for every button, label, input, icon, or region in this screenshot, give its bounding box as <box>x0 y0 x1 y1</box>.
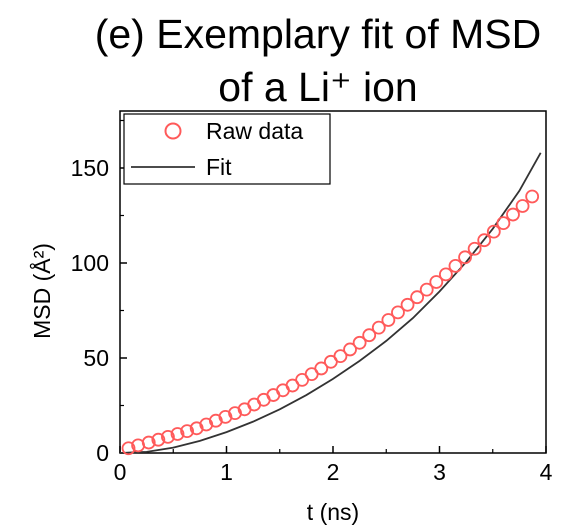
legend-label-fit: Fit <box>206 154 232 180</box>
raw-data-point <box>525 189 540 204</box>
axis-ticks: 0 1 2 3 4 0 50 100 150 <box>71 119 553 485</box>
raw-data-point <box>151 432 166 447</box>
y-tick-label: 100 <box>71 250 109 276</box>
chart-title-line-1: (e) Exemplary fit of MSD <box>95 11 542 57</box>
raw-data-point <box>343 342 357 357</box>
raw-data-point <box>486 224 501 239</box>
x-tick-label: 0 <box>114 459 127 485</box>
raw-data-point <box>333 349 348 364</box>
y-tick-label: 150 <box>71 155 109 181</box>
raw-data-point <box>381 313 396 327</box>
raw-data-point <box>477 233 492 248</box>
legend-box <box>123 113 331 185</box>
raw-data-point <box>121 441 136 456</box>
raw-data-point <box>161 429 175 444</box>
raw-data-point <box>314 361 329 376</box>
y-axis-title: MSD (Å²) <box>28 243 55 339</box>
y-tick-label: 0 <box>96 440 109 466</box>
raw-data-point <box>429 275 444 289</box>
raw-data-point <box>458 250 472 265</box>
raw-data-point <box>410 290 425 305</box>
raw-data-point <box>467 241 482 256</box>
legend-label-raw-data: Raw data <box>206 118 303 144</box>
x-axis-title: t (ns) <box>307 499 359 525</box>
raw-data-point <box>448 258 463 273</box>
raw-data-point <box>352 335 367 350</box>
legend: Raw data Fit <box>123 113 331 185</box>
y-tick-label: 50 <box>83 345 109 371</box>
x-tick-label: 2 <box>327 459 340 485</box>
raw-data-point <box>506 207 520 222</box>
raw-data-point <box>438 267 453 282</box>
raw-data-point <box>515 199 530 213</box>
raw-data-point <box>419 282 434 297</box>
fit-line <box>119 152 542 454</box>
raw-data-point <box>400 297 415 312</box>
x-tick-label: 4 <box>540 459 553 485</box>
raw-data-series <box>121 189 540 456</box>
x-tick-label: 3 <box>433 459 446 485</box>
raw-data-point <box>391 305 405 320</box>
raw-data-point <box>170 427 185 441</box>
chart-title-line-2: of a Li⁺ ion <box>218 64 417 110</box>
legend-marker-raw-data <box>164 122 182 140</box>
raw-data-point <box>180 424 194 439</box>
raw-data-point <box>371 320 386 335</box>
fit-series <box>119 152 542 454</box>
raw-data-point <box>496 216 511 231</box>
raw-data-point <box>362 328 377 343</box>
x-tick-label: 1 <box>220 459 233 485</box>
raw-data-point <box>141 435 156 450</box>
